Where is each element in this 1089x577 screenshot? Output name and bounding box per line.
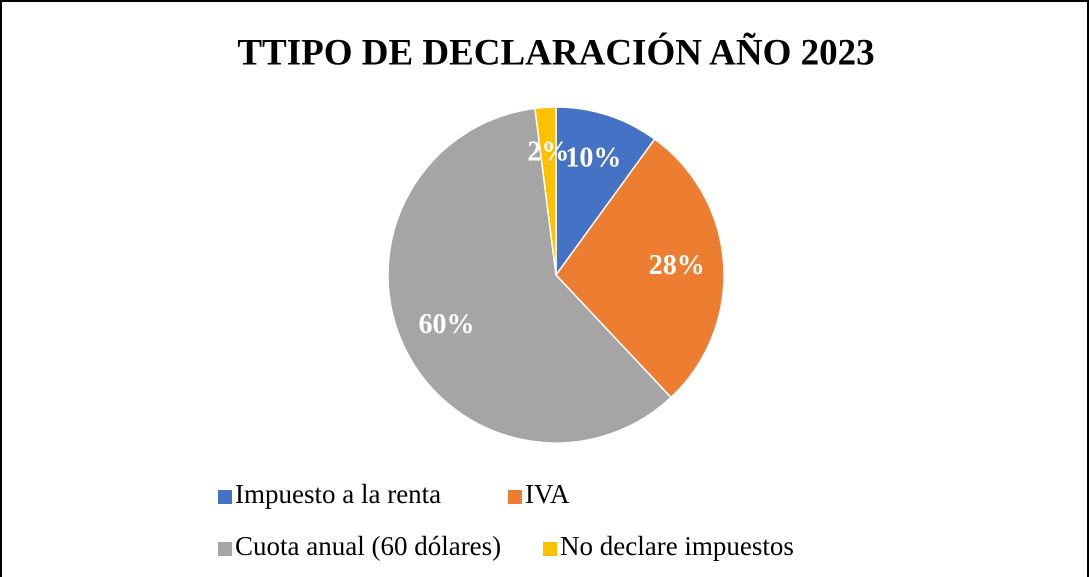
- legend-label: Cuota anual (60 dólares): [235, 531, 501, 561]
- pie-slice: [555, 138, 725, 399]
- pie-slice: [555, 106, 656, 278]
- data-label: 2%: [527, 137, 569, 168]
- legend-marker: [218, 490, 232, 504]
- legend-label: IVA: [525, 479, 570, 509]
- chart-title: TTIPO DE DECLARACIÓN AÑO 2023: [237, 31, 874, 73]
- data-label: 10%: [565, 142, 621, 173]
- legend-label: Impuesto a la renta: [235, 479, 441, 509]
- legend-marker: [508, 490, 522, 504]
- legend-marker: [543, 542, 557, 556]
- pie-slice: [387, 107, 673, 444]
- legend-marker: [218, 542, 232, 556]
- data-label: 28%: [649, 250, 705, 281]
- data-label: 60%: [419, 309, 475, 340]
- legend-label: No declare impuestos: [560, 531, 794, 561]
- pie-slice: [534, 106, 557, 276]
